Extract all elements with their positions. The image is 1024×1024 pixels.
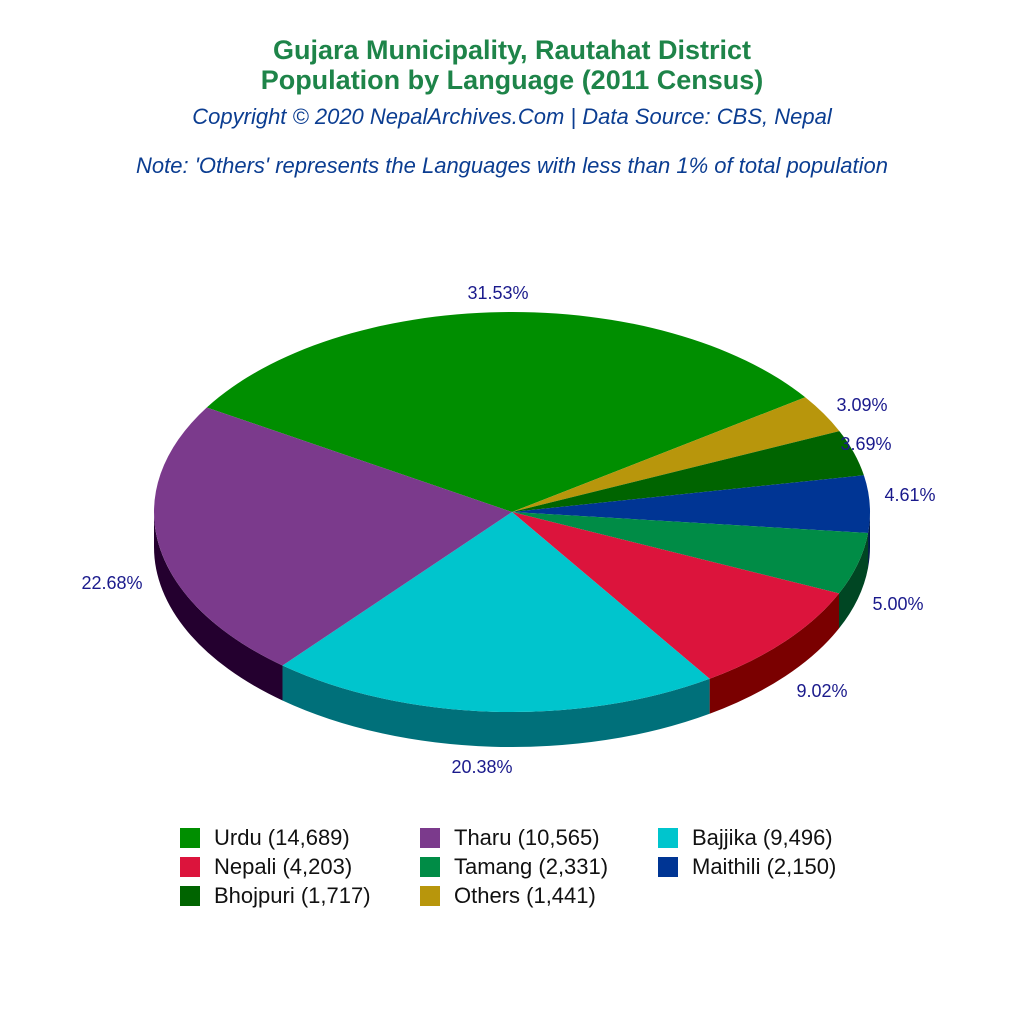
legend-label: Bajjika (9,496): [692, 824, 833, 850]
legend-item-bajjika[interactable]: Bajjika (9,496): [658, 824, 858, 851]
pie-slice-bhojpuri[interactable]: [512, 431, 864, 512]
legend-swatch: [658, 856, 678, 877]
pie-slice-bajjika[interactable]: [282, 512, 710, 712]
legend-swatch: [420, 856, 440, 877]
pie-side-maithili: [868, 512, 870, 568]
slice-label-others: 3.09%: [836, 395, 887, 415]
slice-label-tamang: 5.00%: [872, 594, 923, 614]
pie-slice-urdu[interactable]: [206, 311, 806, 512]
legend-label: Maithili (2,150): [692, 853, 837, 879]
legend-item-urdu[interactable]: Urdu (14,689): [180, 824, 420, 851]
legend-swatch: [180, 885, 200, 906]
legend-swatch: [658, 827, 678, 848]
slice-label-maithili: 4.61%: [884, 485, 935, 505]
chart-title-line2: Population by Language (2011 Census): [260, 65, 764, 95]
legend-swatch: [420, 885, 440, 906]
legend-swatch: [420, 827, 440, 848]
chart-title-line1: Gujara Municipality, Rautahat District: [272, 35, 752, 65]
legend-item-nepali[interactable]: Nepali (4,203): [180, 853, 420, 880]
legend-label: Tharu (10,565): [454, 824, 600, 850]
pie-slice-maithili[interactable]: [512, 475, 871, 533]
legend-label: Bhojpuri (1,717): [214, 882, 371, 908]
legend-item-tamang[interactable]: Tamang (2,331): [420, 853, 658, 880]
slice-label-urdu: 31.53%: [467, 283, 528, 303]
legend-label: Urdu (14,689): [214, 824, 350, 850]
slice-label-tharu: 22.68%: [81, 573, 142, 593]
slice-label-bajjika: 20.38%: [451, 757, 512, 777]
pie-slice-tamang[interactable]: [512, 512, 869, 594]
legend: Urdu (14,689) Tharu (10,565) Bajjika (9,…: [180, 824, 858, 909]
legend-item-bhojpuri[interactable]: Bhojpuri (1,717): [180, 882, 420, 909]
pie-slice-nepali[interactable]: [512, 512, 839, 679]
slice-label-nepali: 9.02%: [796, 681, 847, 701]
pie-slice-tharu[interactable]: [153, 407, 512, 666]
legend-item-maithili[interactable]: Maithili (2,150): [658, 853, 858, 880]
pie-side-nepali: [709, 593, 839, 714]
legend-label: Nepali (4,203): [214, 853, 353, 879]
note-subtitle: Note: 'Others' represents the Languages …: [136, 153, 888, 178]
legend-item-tharu[interactable]: Tharu (10,565): [420, 824, 658, 851]
pie-side-tharu: [154, 512, 283, 701]
legend-label: Others (1,441): [454, 882, 596, 908]
copyright-subtitle: Copyright © 2020 NepalArchives.Com | Dat…: [192, 104, 832, 129]
legend-label: Tamang (2,331): [454, 853, 609, 879]
pie-side-bajjika: [282, 665, 710, 748]
legend-swatch: [180, 827, 200, 848]
legend-swatch: [180, 856, 200, 877]
pie-slice-others[interactable]: [512, 397, 840, 512]
pie-side-tamang: [838, 532, 869, 629]
legend-item-others[interactable]: Others (1,441): [420, 882, 658, 909]
slice-label-bhojpuri: 3.69%: [840, 434, 891, 454]
